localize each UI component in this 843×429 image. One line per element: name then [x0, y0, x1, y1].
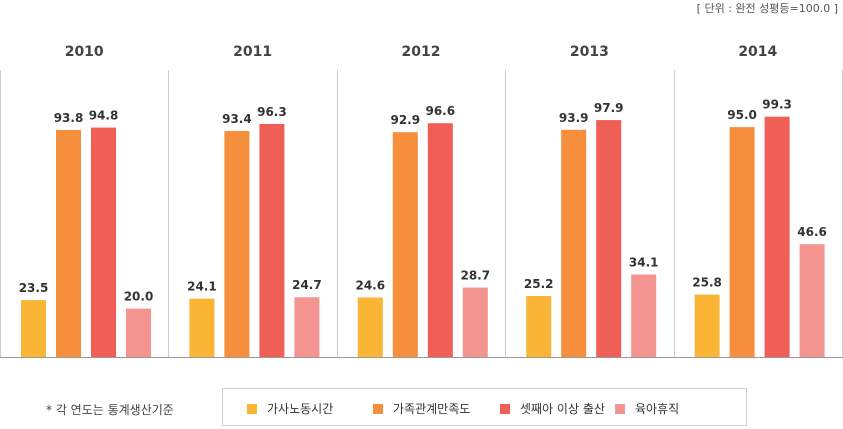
bar — [294, 297, 320, 357]
legend-item-parental-leave: 육아휴직 — [615, 400, 679, 417]
year-label: 2014 — [738, 44, 777, 60]
legend-item-third-child: 셋째아 이상 출산 — [500, 400, 605, 417]
bar — [224, 130, 250, 357]
legend: 가사노동시간 가족관계만족도 셋째아 이상 출산 육아휴직 — [222, 388, 747, 426]
bar — [126, 308, 151, 357]
unit-note: [ 단위 : 완전 성평등=100.0 ] — [696, 2, 838, 15]
bar — [631, 274, 657, 357]
bar — [392, 132, 418, 357]
legend-label: 가족관계만족도 — [393, 402, 471, 416]
bar — [259, 123, 285, 357]
data-label: 96.6 — [425, 104, 455, 118]
bar — [56, 130, 81, 357]
bar — [462, 287, 488, 357]
data-label: 23.5 — [19, 281, 49, 295]
year-label: 2011 — [233, 44, 272, 60]
year-label: 2012 — [402, 44, 441, 60]
legend-label: 육아휴직 — [635, 402, 680, 416]
legend-item-family-satisfaction: 가족관계만족도 — [373, 400, 470, 417]
data-label: 20.0 — [124, 290, 154, 304]
legend-item-housework: 가사노동시간 — [247, 400, 333, 417]
legend-swatch-housework — [247, 403, 257, 414]
legend-swatch-parental-leave — [615, 403, 625, 414]
bar — [427, 123, 453, 357]
data-label: 93.4 — [222, 112, 252, 126]
data-label: 94.8 — [89, 109, 119, 123]
bar — [526, 296, 552, 357]
bar — [729, 127, 755, 357]
bar — [596, 120, 622, 357]
data-label: 99.3 — [762, 98, 792, 112]
legend-swatch-third-child — [500, 403, 510, 414]
bar — [694, 294, 720, 357]
data-label: 93.8 — [54, 111, 84, 125]
data-label: 95.0 — [727, 108, 757, 122]
legend-swatch-family-satisfaction — [373, 403, 383, 414]
bar — [91, 127, 116, 357]
footnote: * 각 연도는 통계생산기준 — [46, 403, 174, 417]
data-label: 28.7 — [460, 269, 490, 283]
bar — [799, 244, 825, 357]
bar — [189, 298, 215, 357]
year-label: 2010 — [65, 44, 104, 60]
bar — [561, 129, 587, 357]
year-label: 2013 — [570, 44, 609, 60]
data-label: 24.1 — [187, 280, 217, 294]
bar — [357, 297, 383, 357]
data-label: 46.6 — [797, 225, 827, 239]
data-label: 34.1 — [629, 255, 659, 269]
legend-label: 셋째아 이상 출산 — [520, 402, 605, 416]
data-label: 25.2 — [524, 277, 554, 291]
data-label: 24.7 — [292, 278, 322, 292]
data-label: 93.9 — [559, 111, 589, 125]
bar — [764, 116, 790, 357]
data-label: 97.9 — [594, 101, 624, 115]
data-label: 25.8 — [692, 276, 722, 290]
data-label: 96.3 — [257, 105, 287, 119]
legend-label: 가사노동시간 — [267, 402, 334, 416]
data-label: 92.9 — [390, 113, 420, 127]
bar — [21, 300, 46, 357]
data-label: 24.6 — [355, 278, 385, 292]
